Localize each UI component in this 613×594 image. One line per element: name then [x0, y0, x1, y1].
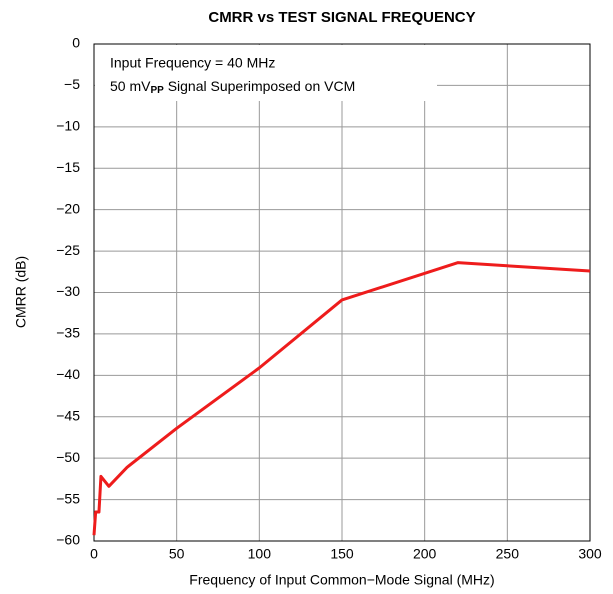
chart-title: CMRR vs TEST SIGNAL FREQUENCY: [208, 9, 475, 26]
annotation: Input Frequency = 40 MHz: [110, 55, 275, 71]
y-tick-label: −40: [56, 366, 80, 382]
y-tick-label: −50: [56, 449, 80, 465]
data-line: [92, 261, 591, 536]
y-tick-label: −30: [56, 283, 80, 299]
annotation-subscript: PP: [150, 85, 164, 96]
x-tick-label: 50: [169, 546, 185, 562]
y-axis-label: CMRR (dB): [13, 256, 29, 328]
x-tick-label: 250: [496, 546, 520, 562]
y-tick-label: −45: [56, 407, 80, 423]
y-tick-label: −15: [56, 159, 80, 175]
y-tick-label: −10: [56, 118, 80, 134]
y-tick-label: −55: [56, 490, 80, 506]
x-axis-label: Frequency of Input Common−Mode Signal (M…: [189, 572, 494, 588]
x-tick-label: 0: [90, 546, 98, 562]
annotation: 50 mVPP Signal Superimposed on VCM: [110, 78, 355, 96]
x-tick-label: 150: [330, 546, 354, 562]
y-tick-label: −25: [56, 242, 80, 258]
y-tick-label: 0: [72, 35, 80, 51]
plot-frame: [93, 43, 591, 542]
y-tick-label: −60: [56, 532, 80, 548]
y-tick-label: −5: [64, 76, 80, 92]
x-tick-label: 100: [248, 546, 272, 562]
x-tick-label: 200: [413, 546, 437, 562]
annotation-part: Signal Superimposed on VCM: [164, 78, 355, 94]
annotation-box: [95, 45, 437, 101]
annotation-part: 50 mV: [110, 78, 151, 94]
y-tick-label: −20: [56, 200, 80, 216]
grid: [93, 43, 591, 542]
x-tick-label: 300: [578, 546, 602, 562]
y-tick-label: −35: [56, 325, 80, 341]
